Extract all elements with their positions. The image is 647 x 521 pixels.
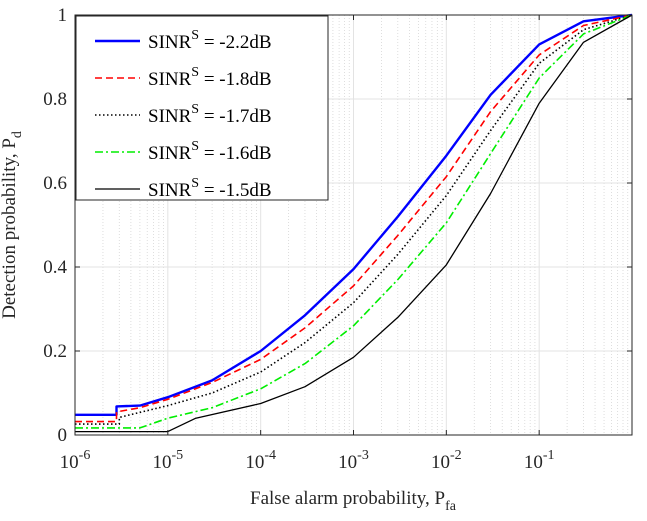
legend-label-3: SINRS = -1.7dB	[148, 102, 272, 127]
series-line-2	[75, 14, 633, 423]
legend-label-2: SINRS = -1.8dB	[148, 65, 272, 90]
x-tick-label: 10-2	[431, 448, 462, 473]
series-line-1	[75, 13, 633, 416]
x-tick-labels: 10-6 10-5 10-4 10-3 10-2 10-1	[60, 448, 555, 473]
series-line-5	[75, 14, 633, 433]
x-axis-title-main: False alarm probability, P	[250, 488, 445, 509]
legend-box	[75, 15, 329, 201]
y-axis-title-main: Detection probability, P	[0, 138, 20, 319]
legend-label-4: SINRS = -1.6dB	[148, 139, 272, 164]
x-tick-label: 10-5	[152, 448, 183, 473]
y-axis-title: Detection probability, Pd	[0, 131, 25, 319]
y-tick-label: 0	[58, 425, 68, 446]
legend: SINRS = -2.2dB SINRS = -1.8dB SINRS = -1.7…	[75, 15, 329, 201]
y-tick-label: 0.4	[43, 257, 67, 278]
x-tick-label: 10-6	[60, 448, 91, 473]
x-tick-label: 10-4	[245, 448, 276, 473]
y-tick-label: 0.6	[43, 173, 67, 194]
x-tick-label: 10-1	[524, 448, 555, 473]
series-line-4	[75, 14, 633, 429]
y-tick-label: 0.8	[43, 89, 67, 110]
y-tick-label: 0.2	[43, 341, 67, 362]
x-axis-title-sub: fa	[445, 499, 457, 514]
y-tick-labels: 0 0.2 0.4 0.6 0.8 1	[43, 5, 67, 446]
series-line-3	[75, 14, 633, 425]
x-axis-title: False alarm probability, Pfa	[250, 488, 457, 514]
legend-label-1: SINRS = -2.2dB	[148, 28, 272, 53]
series-layer	[75, 13, 633, 433]
legend-label-5: SINRS = -1.5dB	[148, 176, 272, 201]
x-tick-label: 10-3	[338, 448, 369, 473]
y-tick-label: 1	[58, 5, 68, 26]
y-axis-title-sub: d	[10, 131, 25, 138]
